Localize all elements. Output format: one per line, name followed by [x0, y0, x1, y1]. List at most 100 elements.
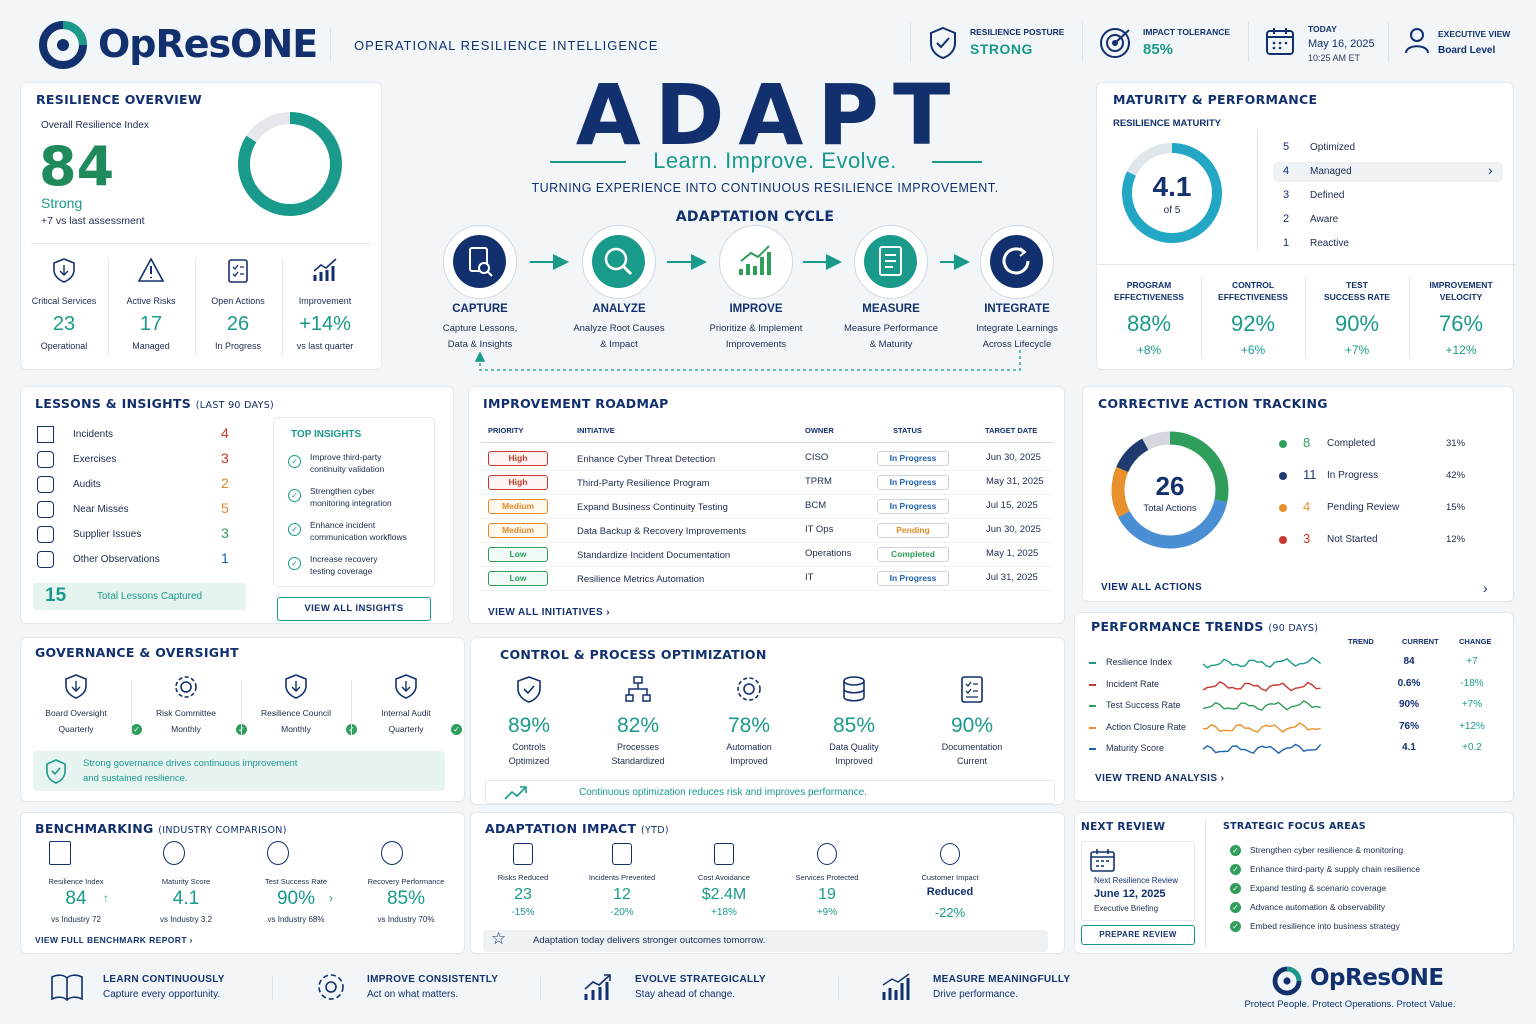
cycle-step-integrate[interactable]	[980, 225, 1054, 299]
lesson-count: 2	[221, 475, 229, 491]
legend-not-started[interactable]: 3 Not Started 12%	[1279, 531, 1479, 551]
database-icon	[841, 676, 867, 704]
level-label: Defined	[1310, 190, 1345, 201]
footer-brand: OpResONE	[1310, 965, 1444, 991]
shield-icon	[928, 26, 958, 65]
governance-risk-committee[interactable]: Risk Committee Monthly ✓	[131, 672, 247, 742]
industry-value: 3.2	[200, 915, 213, 924]
trend-row-maturity-score[interactable]: Maturity Score 4.1 +0.2	[1089, 741, 1499, 759]
kpi-improvement[interactable]: Improvement +14% vs last quarter	[282, 251, 368, 361]
check-circle-icon: ✓	[1230, 883, 1241, 894]
chevron-right-icon[interactable]: ›	[1483, 580, 1488, 596]
table-row[interactable]: High Enhance Cyber Threat Detection CISO In…	[481, 449, 1053, 471]
metric-change: +7%	[1344, 343, 1370, 357]
view-all-actions-link[interactable]: VIEW ALL ACTIONS	[1101, 582, 1203, 593]
cycle-step-capture[interactable]	[443, 225, 517, 299]
maturity-level-defined[interactable]: 3 Defined	[1273, 186, 1503, 206]
trend-current: 76%	[1398, 720, 1419, 732]
brand-name: OpResONE	[98, 22, 318, 66]
impact-cost-avoidance: Cost Avoidance $2.4M +18%	[674, 841, 774, 925]
view-label: EXECUTIVE VIEW	[1438, 29, 1511, 39]
trend-row-resilience-index[interactable]: Resilience Index 84 +7	[1089, 655, 1499, 673]
lesson-other-observations[interactable]: Other Observations 1	[37, 550, 237, 570]
lesson-count: 5	[221, 500, 229, 516]
table-row[interactable]: Medium Data Backup & Recovery Improvement…	[481, 521, 1053, 543]
governance-internal-audit[interactable]: Internal Audit Quarterly ✓	[351, 672, 462, 742]
governance-note: Strong governance drives continuous impr…	[33, 751, 445, 791]
cycle-step-improve[interactable]	[719, 225, 793, 299]
control-label-1: Processes	[616, 742, 660, 752]
lesson-audits[interactable]: Audits 2	[37, 475, 237, 495]
view-all-initiatives-link[interactable]: VIEW ALL INITIATIVES ›	[488, 607, 610, 618]
warning-icon	[37, 426, 54, 443]
benchmark-resilience-index[interactable]: Resilience Index 84 ↑ vs Industry 72	[21, 841, 131, 925]
donut-segment-completed[interactable]	[1111, 431, 1229, 549]
focus-title: STRATEGIC FOCUS AREAS	[1223, 821, 1366, 832]
cycle-step-analyze[interactable]	[582, 225, 656, 299]
table-row[interactable]: Medium Expand Business Continuity Testing…	[481, 497, 1053, 519]
lesson-supplier-issues[interactable]: Supplier Issues 3	[37, 525, 237, 545]
view-benchmark-report-link[interactable]: VIEW FULL BENCHMARK REPORT ›	[35, 935, 193, 945]
maturity-level-optimized[interactable]: 5 Optimized	[1273, 138, 1503, 158]
cycle-step-measure[interactable]	[854, 225, 928, 299]
overview-title: RESILIENCE OVERVIEW	[36, 92, 202, 107]
status-badge: In Progress	[877, 451, 949, 466]
lesson-label: Audits	[73, 479, 101, 490]
user-icon[interactable]	[1404, 27, 1430, 60]
benchmark-value: 84	[65, 888, 87, 909]
level-number: 3	[1283, 189, 1290, 201]
control-label-2: Current	[956, 756, 987, 766]
kpi-open-actions[interactable]: Open Actions 26 In Progress	[195, 251, 281, 361]
trend-row-action-closure-rate[interactable]: Action Closure Rate 76% +12%	[1089, 720, 1499, 738]
table-row[interactable]: High Third-Party Resilience Program TPRM In…	[481, 473, 1053, 495]
trends-col-change: CHANGE	[1459, 637, 1492, 646]
insight-line-2: monitoring integration	[310, 498, 392, 508]
benchmark-maturity-score[interactable]: Maturity Score 4.1 vs Industry 3.2	[131, 841, 241, 925]
legend-completed[interactable]: 8 Completed 31%	[1279, 435, 1479, 455]
benchmark-industry: vs Industry 3.2	[131, 915, 241, 924]
table-row[interactable]: Low Standardize Incident Documentation Ope…	[481, 545, 1053, 567]
app-tagline: OPERATIONAL RESILIENCE INTELLIGENCE	[354, 38, 659, 53]
maturity-level-reactive[interactable]: 1 Reactive	[1273, 234, 1503, 254]
lesson-exercises[interactable]: Exercises 3	[37, 450, 237, 470]
posture-label: RESILIENCE POSTURE	[970, 27, 1065, 37]
hero-title: ADAPT	[575, 66, 965, 164]
benchmark-recovery-performance[interactable]: Recovery Performance 85% vs Industry 70%	[351, 841, 461, 925]
review-title: NEXT REVIEW	[1081, 821, 1166, 833]
donut-segment-pending-review[interactable]	[1111, 431, 1229, 549]
benchmark-test-success-rate[interactable]: Test Success Rate 90% › vs Industry 68%	[241, 841, 351, 925]
impact-value: Reduced	[926, 886, 974, 898]
legend-pending-review[interactable]: 4 Pending Review 15%	[1279, 499, 1479, 519]
trend-row-incident-rate[interactable]: Incident Rate 0.6% -18%	[1089, 677, 1499, 695]
kpi-active-risks[interactable]: Active Risks 17 Managed	[108, 251, 194, 361]
series-key	[1089, 705, 1096, 707]
status-badge: In Progress	[877, 475, 949, 490]
priority-badge: Medium	[488, 523, 548, 538]
donut-segment-in-progress[interactable]	[1111, 431, 1229, 549]
index-status: Strong	[41, 195, 83, 211]
view-all-insights-button[interactable]: VIEW ALL INSIGHTS	[277, 597, 431, 621]
warning-icon	[137, 257, 165, 285]
governance-title: GOVERNANCE & OVERSIGHT	[35, 645, 239, 660]
legend-in-progress[interactable]: 11 In Progress 42%	[1279, 467, 1479, 487]
table-row[interactable]: Low Resilience Metrics Automation IT In Pro…	[481, 569, 1053, 591]
brand-logo	[38, 20, 88, 70]
index-label: Overall Resilience Index	[41, 120, 149, 131]
view-trend-analysis-link[interactable]: VIEW TREND ANALYSIS ›	[1095, 773, 1225, 784]
prepare-review-button[interactable]: PREPARE REVIEW	[1081, 925, 1195, 945]
initiative-name: Enhance Cyber Threat Detection	[577, 454, 716, 465]
governance-name: Resilience Council	[261, 708, 331, 718]
lesson-near-misses[interactable]: Near Misses 5	[37, 500, 237, 520]
kpi-critical-services[interactable]: Critical Services 23 Operational	[21, 251, 107, 361]
benchmark-value: 85%	[386, 888, 426, 909]
impact-change: -15%	[511, 907, 535, 918]
shield-check-icon	[46, 759, 66, 784]
lesson-incidents[interactable]: Incidents 4	[37, 425, 237, 445]
maturity-level-aware[interactable]: 2 Aware	[1273, 210, 1503, 230]
governance-board-oversight[interactable]: Board Oversight Quarterly ✓	[21, 672, 142, 742]
legend-label: Not Started	[1327, 534, 1378, 545]
trend-row-test-success-rate[interactable]: Test Success Rate 90% +7%	[1089, 698, 1499, 716]
maturity-level-managed[interactable]: 4 Managed ›	[1273, 162, 1503, 182]
view-value[interactable]: Board Level	[1438, 45, 1496, 56]
